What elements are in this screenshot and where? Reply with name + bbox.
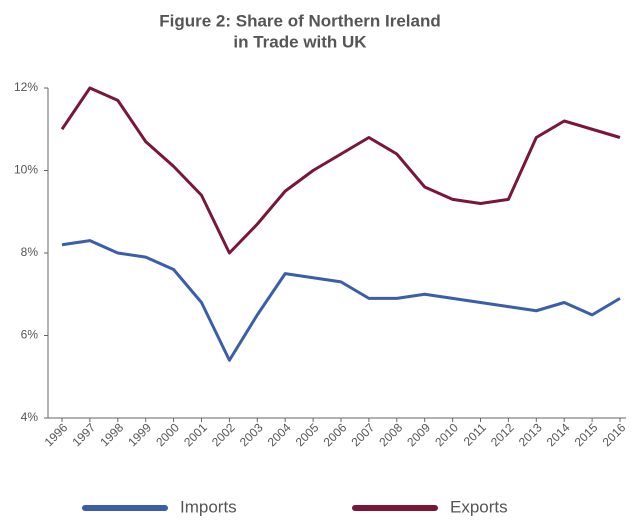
series-line	[61, 239, 621, 362]
x-tick-label: 1996	[42, 420, 71, 449]
y-tick-label: 10%	[14, 163, 38, 177]
x-tick-label: 2005	[293, 420, 322, 449]
y-tick-label: 4%	[21, 410, 39, 424]
x-tick-label: 2013	[516, 420, 545, 449]
x-tick-label: 2000	[153, 420, 182, 449]
x-tick-label: 2015	[572, 420, 601, 449]
series-line	[60, 86, 621, 255]
x-tick-label: 2002	[209, 420, 238, 449]
x-tick-label: 2003	[237, 420, 266, 449]
y-tick-label: 12%	[14, 80, 38, 94]
legend-label: Exports	[450, 497, 508, 516]
chart-title: Figure 2: Share of Northern Ireland	[159, 11, 441, 30]
chart-subtitle: in Trade with UK	[233, 32, 367, 51]
y-tick-label: 6%	[21, 328, 39, 342]
x-tick-label: 2008	[376, 420, 405, 449]
x-tick-label: 2012	[488, 420, 517, 449]
x-tick-label: 2011	[461, 420, 489, 448]
x-tick-label: 2007	[348, 420, 377, 449]
x-tick-label: 2009	[404, 420, 433, 449]
x-tick-label: 2001	[181, 420, 210, 449]
y-tick-label: 8%	[21, 245, 39, 259]
x-tick-label: 1997	[69, 420, 98, 449]
x-tick-label: 2014	[544, 420, 573, 449]
legend-label: Imports	[180, 497, 237, 516]
x-tick-label: 2016	[600, 420, 629, 449]
x-tick-label: 1999	[125, 420, 154, 449]
x-tick-label: 2006	[321, 420, 350, 449]
x-tick-label: 2010	[432, 420, 461, 449]
x-tick-label: 1998	[97, 420, 126, 449]
x-tick-label: 2004	[265, 420, 294, 449]
